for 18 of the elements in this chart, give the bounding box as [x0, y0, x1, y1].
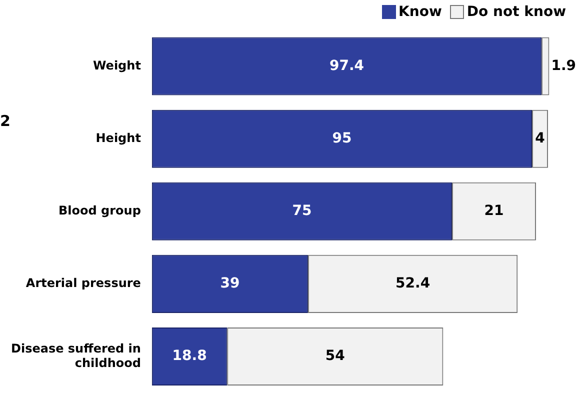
data-label: 54 — [325, 348, 346, 364]
y-tick-label: Blood group — [58, 204, 142, 218]
data-label: 52.4 — [396, 276, 430, 292]
text: 2 — [0, 112, 10, 130]
y-tick-label: Arterial pressure — [26, 276, 141, 290]
y-tick-label: Weight — [93, 58, 142, 72]
data-label: 21 — [484, 203, 504, 220]
data-label: 4 — [535, 130, 546, 146]
data-label: 75 — [292, 203, 312, 220]
data-label: 95 — [332, 130, 352, 146]
legend-label: Know — [398, 4, 442, 20]
y-tick-label: Height — [96, 130, 142, 145]
data-label: 97.4 — [329, 58, 364, 74]
legend-label: Do not know — [466, 4, 566, 20]
y-tick-label: Disease suffered in childhood — [11, 341, 141, 370]
data-label: 18.8 — [172, 348, 207, 364]
data-label: 1.9 — [551, 58, 576, 74]
data-label: 39 — [220, 276, 240, 292]
